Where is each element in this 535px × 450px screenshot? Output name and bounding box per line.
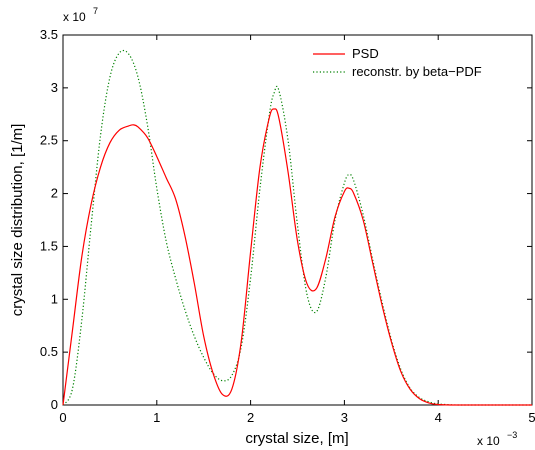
y-tick-label: 1 (51, 291, 58, 306)
legend-box (306, 42, 526, 82)
x-tick-label: 4 (435, 410, 442, 425)
x-multiplier: x 10 −3 (477, 430, 517, 448)
y-tick-label: 2 (51, 186, 58, 201)
x-multiplier-exponent: −3 (507, 430, 517, 440)
legend: PSD reconstr. by beta−PDF (306, 42, 526, 82)
series-layer (62, 49, 532, 406)
x-multiplier-base: x 10 (477, 434, 500, 448)
x-tick-label: 0 (59, 410, 66, 425)
x-tick-label: 2 (247, 410, 254, 425)
y-multiplier-exponent: 7 (93, 6, 98, 16)
y-axis-label: crystal size distribution, [1/m] (9, 124, 26, 317)
series-line-psd (62, 108, 532, 406)
y-tick-label: 2.5 (40, 133, 58, 148)
y-multiplier: x 10 7 (63, 6, 98, 24)
y-tick-label: 3.5 (40, 27, 58, 42)
x-axis-label: crystal size, [m] (245, 430, 348, 447)
legend-label-psd: PSD (352, 46, 379, 61)
y-tick-label: 0.5 (40, 344, 58, 359)
axis-ticks: 0 1 2 3 4 5 0 0.5 1 1.5 2 2.5 3 3.5 (40, 27, 535, 425)
legend-label-reconstr: reconstr. by beta−PDF (352, 64, 482, 79)
x-tick-label: 5 (528, 410, 535, 425)
plot-area (62, 34, 533, 406)
y-multiplier-base: x 10 (63, 10, 86, 24)
y-tick-label: 3 (51, 80, 58, 95)
y-tick-label: 1.5 (40, 238, 58, 253)
x-tick-label: 3 (341, 410, 348, 425)
y-tick-label: 0 (51, 397, 58, 412)
x-tick-label: 1 (153, 410, 160, 425)
